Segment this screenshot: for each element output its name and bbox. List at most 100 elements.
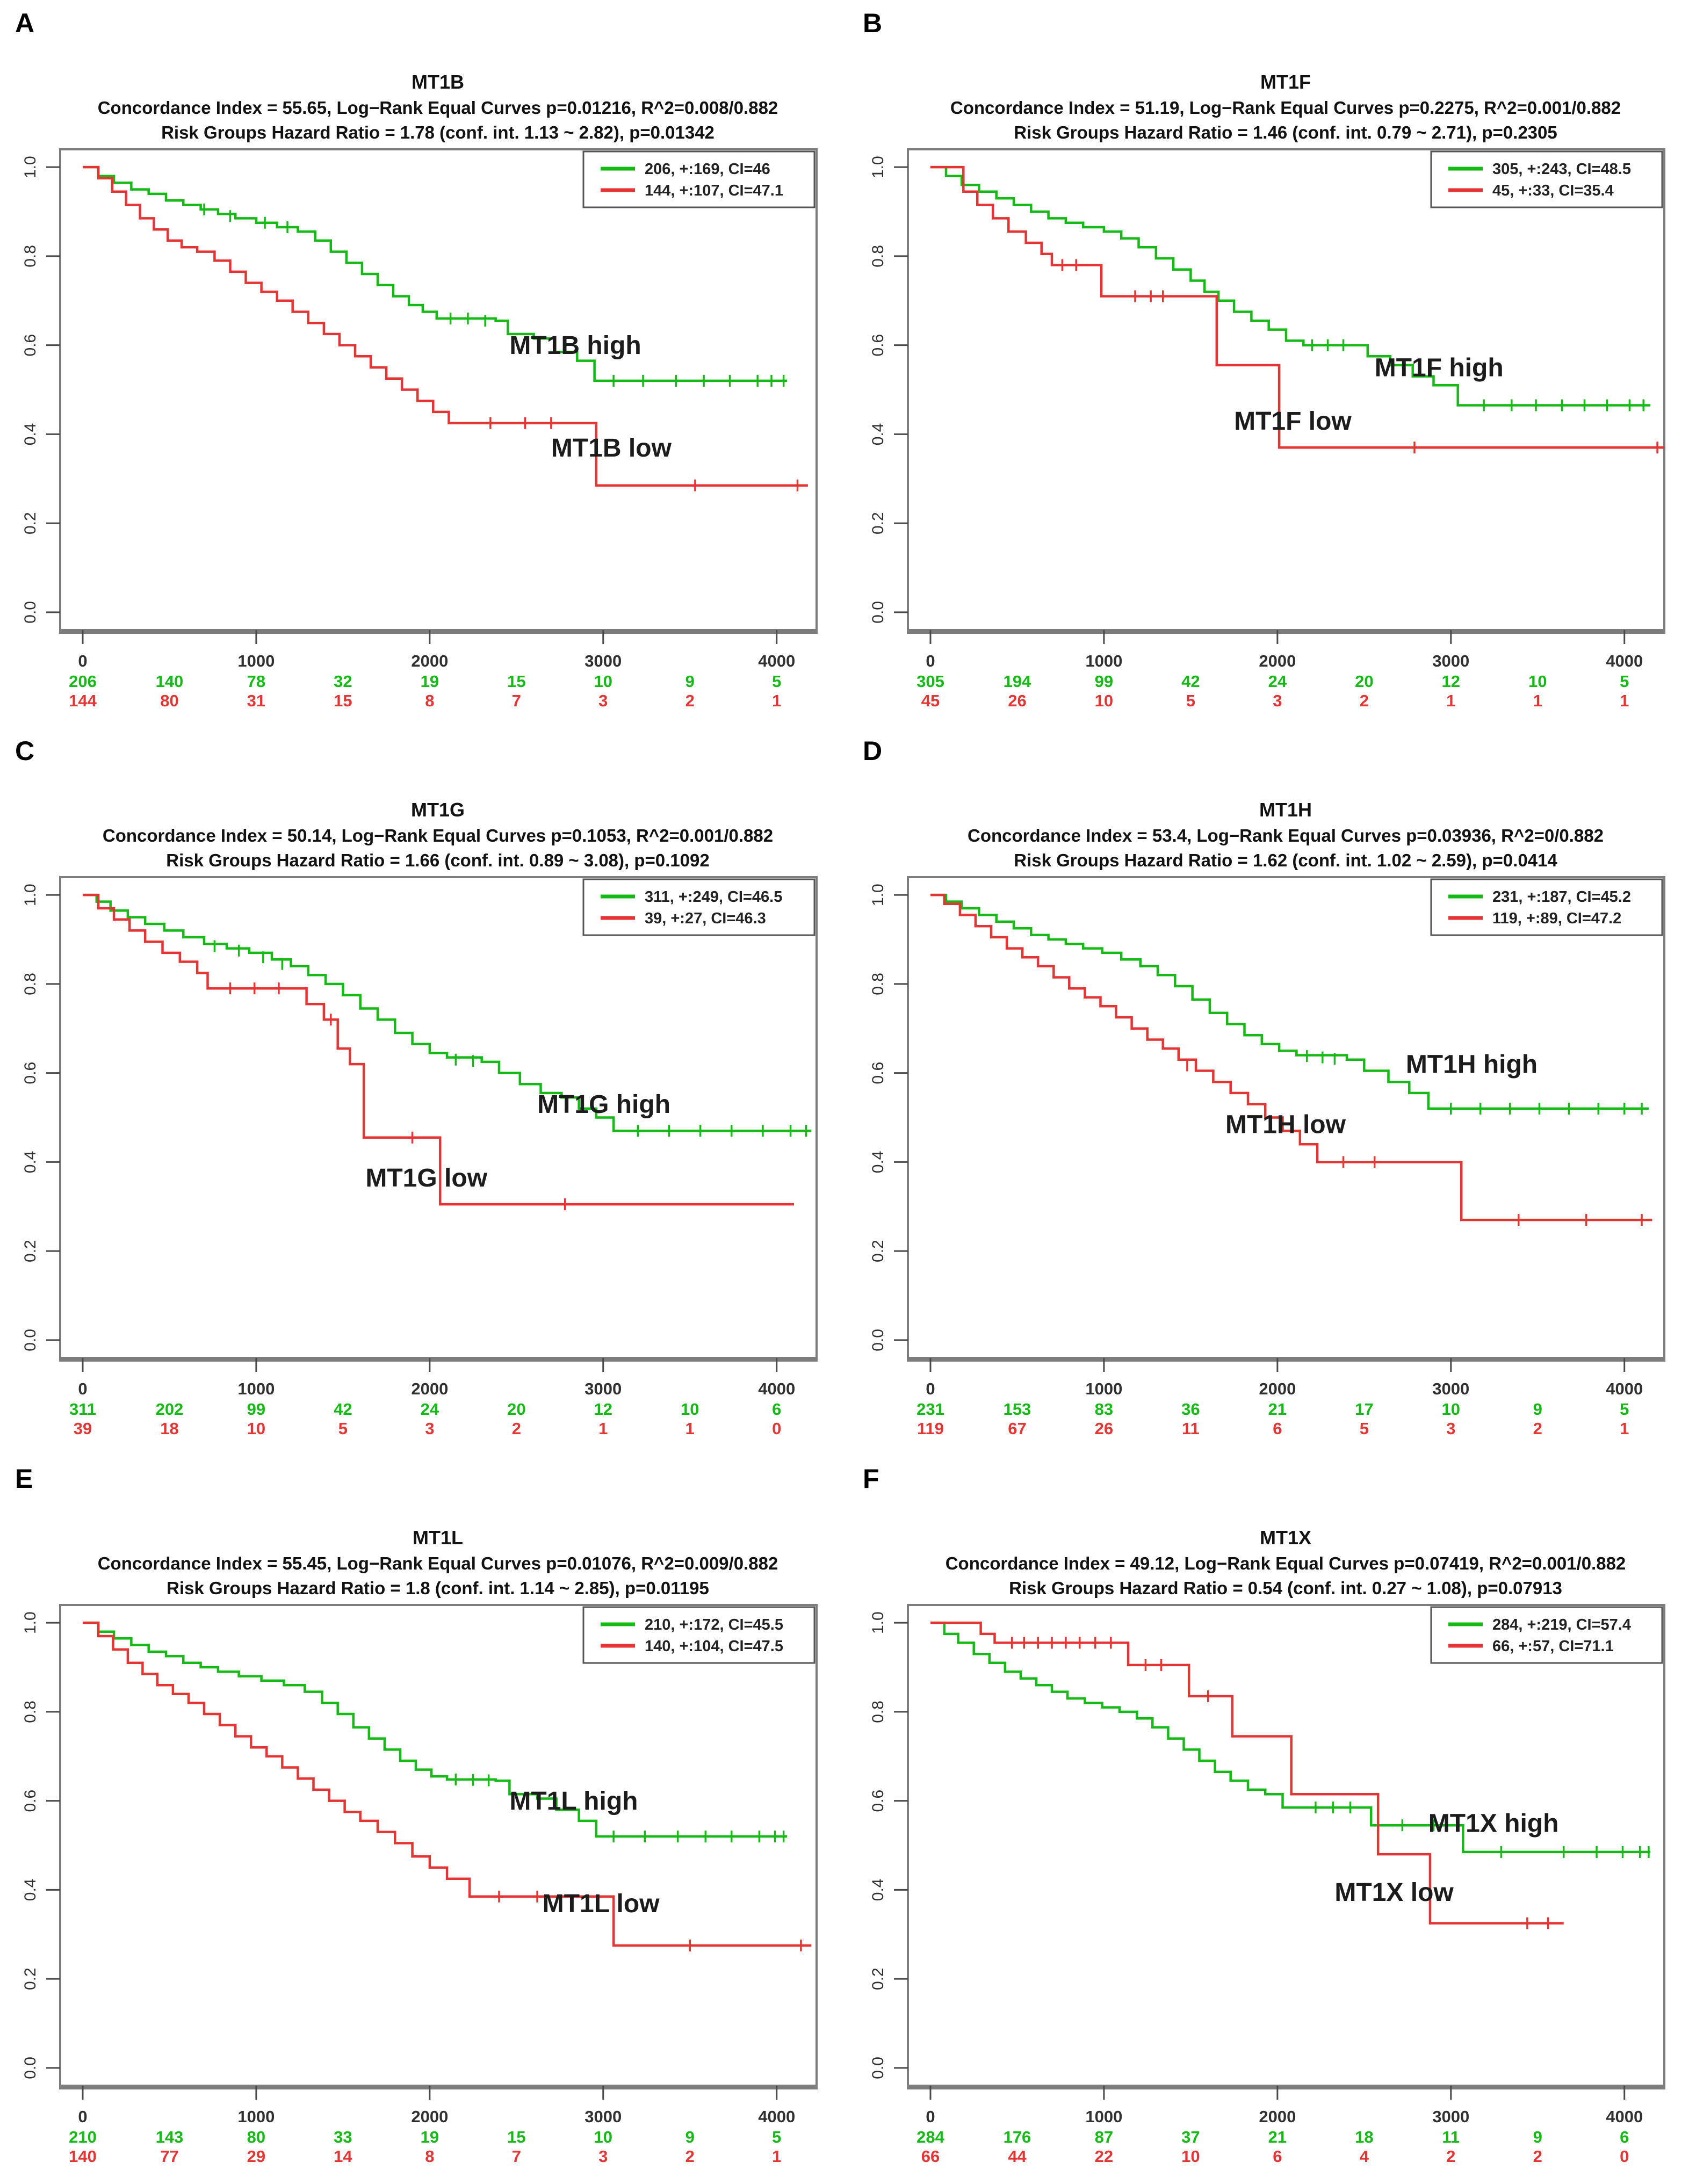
x-tick-label: 2000 — [1259, 1379, 1296, 1398]
y-tick-label: 0.6 — [21, 1790, 39, 1812]
plot-box — [59, 148, 818, 631]
at-risk-value-high: 153 — [1004, 1400, 1031, 1419]
y-tick-label: 0.4 — [21, 1151, 39, 1174]
km-plot: 0.0 0.2 0.4 0.6 0.8 1.0 0 1000 2000 3000 4000 305, … — [869, 148, 1665, 710]
y-tick-label: 0.0 — [21, 1329, 39, 1351]
stats-line-2: Risk Groups Hazard Ratio = 1.8 (conf. in… — [167, 1578, 709, 1598]
y-tick-label: 0.2 — [869, 512, 887, 534]
censor-marks-low — [489, 417, 799, 491]
x-tick-label: 1000 — [237, 652, 275, 670]
at-risk-value-low: 66 — [921, 2147, 940, 2166]
at-risk-value-low: 3 — [1446, 1419, 1455, 1438]
at-risk-value-high: 18 — [1355, 2128, 1373, 2146]
curve-label-high: MT1L high — [509, 1787, 638, 1816]
at-risk-value-low: 7 — [512, 691, 521, 710]
legend-box — [582, 150, 815, 208]
at-risk-value-low: 1 — [772, 2147, 781, 2166]
y-tick-label: 0.8 — [21, 245, 39, 267]
y-tick-label: 0.4 — [869, 423, 887, 446]
legend-box — [582, 1606, 815, 1664]
plot-title: MT1B — [412, 71, 464, 93]
at-risk-value-high: 305 — [916, 672, 944, 691]
y-tick-label: 0.6 — [869, 334, 887, 357]
curve-label-low: MT1G low — [365, 1164, 487, 1192]
y-tick-label: 1.0 — [869, 1611, 887, 1634]
panel-d: D MT1H Concordance Index = 53.4, Log−Ran… — [848, 728, 1695, 1456]
stats-line-1: Concordance Index = 55.45, Log−Rank Equa… — [97, 1553, 778, 1573]
at-risk-value-high: 202 — [156, 1400, 184, 1419]
at-risk-value-high: 99 — [247, 1400, 265, 1419]
y-tick-label: 0.2 — [21, 512, 39, 534]
stats-line-1: Concordance Index = 53.4, Log−Rank Equal… — [968, 826, 1604, 845]
at-risk-value-low: 5 — [1186, 691, 1195, 710]
x-tick-label: 0 — [926, 652, 935, 670]
at-risk-value-high: 42 — [1181, 672, 1200, 691]
plot-box — [59, 1604, 818, 2087]
curve-label-high: MT1B high — [509, 331, 641, 360]
at-risk-value-high: 21 — [1268, 2128, 1287, 2146]
x-tick-label: 4000 — [1606, 1379, 1643, 1398]
plot-title: MT1F — [1260, 71, 1311, 93]
censor-marks-low — [1186, 1059, 1643, 1226]
at-risk-value-low: 15 — [334, 691, 352, 710]
at-risk-value-low: 29 — [247, 2147, 265, 2166]
legend-label-high: 284, +:219, CI=57.4 — [1492, 1616, 1631, 1633]
at-risk-value-low: 45 — [921, 691, 940, 710]
at-risk-value-high: 176 — [1004, 2128, 1031, 2146]
legend-label-high: 231, +:187, CI=45.2 — [1492, 888, 1631, 906]
y-tick-label: 1.0 — [21, 156, 39, 178]
plot-title: MT1H — [1259, 799, 1312, 821]
at-risk-value-high: 210 — [69, 2128, 97, 2146]
at-risk-value-high: 10 — [1442, 1400, 1460, 1419]
at-risk-value-high: 83 — [1095, 1400, 1113, 1419]
legend-box — [1430, 150, 1663, 208]
legend-label-low: 119, +:89, CI=47.2 — [1492, 910, 1621, 927]
at-risk-value-low: 5 — [1360, 1419, 1369, 1438]
at-risk-value-high: 5 — [1620, 672, 1629, 691]
at-risk-value-low: 1 — [598, 1419, 608, 1438]
at-risk-value-low: 6 — [1273, 1419, 1282, 1438]
at-risk-value-high: 12 — [594, 1400, 612, 1419]
km-curve-low — [83, 165, 808, 487]
at-risk-value-low: 77 — [160, 2147, 178, 2166]
curve-label-low: MT1H low — [1225, 1111, 1346, 1139]
at-risk-value-high: 284 — [916, 2128, 944, 2146]
plot-box — [59, 876, 818, 1359]
y-tick-label: 0.2 — [869, 1240, 887, 1262]
x-tick-label: 2000 — [1259, 2107, 1296, 2126]
at-risk-value-low: 22 — [1095, 2147, 1113, 2166]
x-tick-label: 3000 — [584, 652, 622, 670]
y-tick-label: 0.8 — [869, 245, 887, 267]
at-risk-value-high: 15 — [507, 672, 525, 691]
plot-title: MT1G — [410, 799, 465, 821]
x-tick-label: 4000 — [758, 1379, 795, 1398]
at-risk-value-high: 231 — [916, 1400, 944, 1419]
at-risk-value-high: 20 — [1355, 672, 1373, 691]
curve-label-low: MT1F low — [1234, 407, 1352, 436]
y-tick-label: 1.0 — [869, 884, 887, 906]
at-risk-value-low: 1 — [685, 1419, 695, 1438]
panel-f: F MT1X Concordance Index = 49.12, Log−Ra… — [848, 1456, 1695, 2183]
x-tick-label: 3000 — [584, 2107, 622, 2126]
at-risk-value-low: 1 — [772, 691, 781, 710]
at-risk-value-high: 78 — [247, 672, 265, 691]
legend-label-low: 45, +:33, CI=35.4 — [1492, 182, 1614, 199]
curve-label-high: MT1F high — [1375, 354, 1504, 382]
at-risk-value-low: 2 — [1446, 2147, 1455, 2166]
at-risk-value-high: 20 — [507, 1400, 525, 1419]
y-tick-label: 0.0 — [21, 2057, 39, 2079]
censor-marks-high — [454, 1773, 785, 1842]
at-risk-value-low: 67 — [1008, 1419, 1026, 1438]
y-tick-label: 0.6 — [21, 1062, 39, 1084]
at-risk-value-low: 26 — [1008, 691, 1026, 710]
y-tick-label: 0.2 — [21, 1968, 39, 1990]
legend-box — [1430, 878, 1663, 936]
at-risk-value-low: 3 — [425, 1419, 434, 1438]
stats-line-1: Concordance Index = 50.14, Log−Rank Equa… — [102, 826, 774, 845]
panel-a: A MT1B Concordance Index = 55.65, Log−Ra… — [0, 0, 848, 728]
y-tick-label: 0.0 — [21, 601, 39, 624]
at-risk-value-high: 36 — [1181, 1400, 1200, 1419]
at-risk-value-high: 87 — [1095, 2128, 1113, 2146]
at-risk-value-low: 3 — [1273, 691, 1282, 710]
at-risk-value-low: 140 — [69, 2147, 97, 2166]
